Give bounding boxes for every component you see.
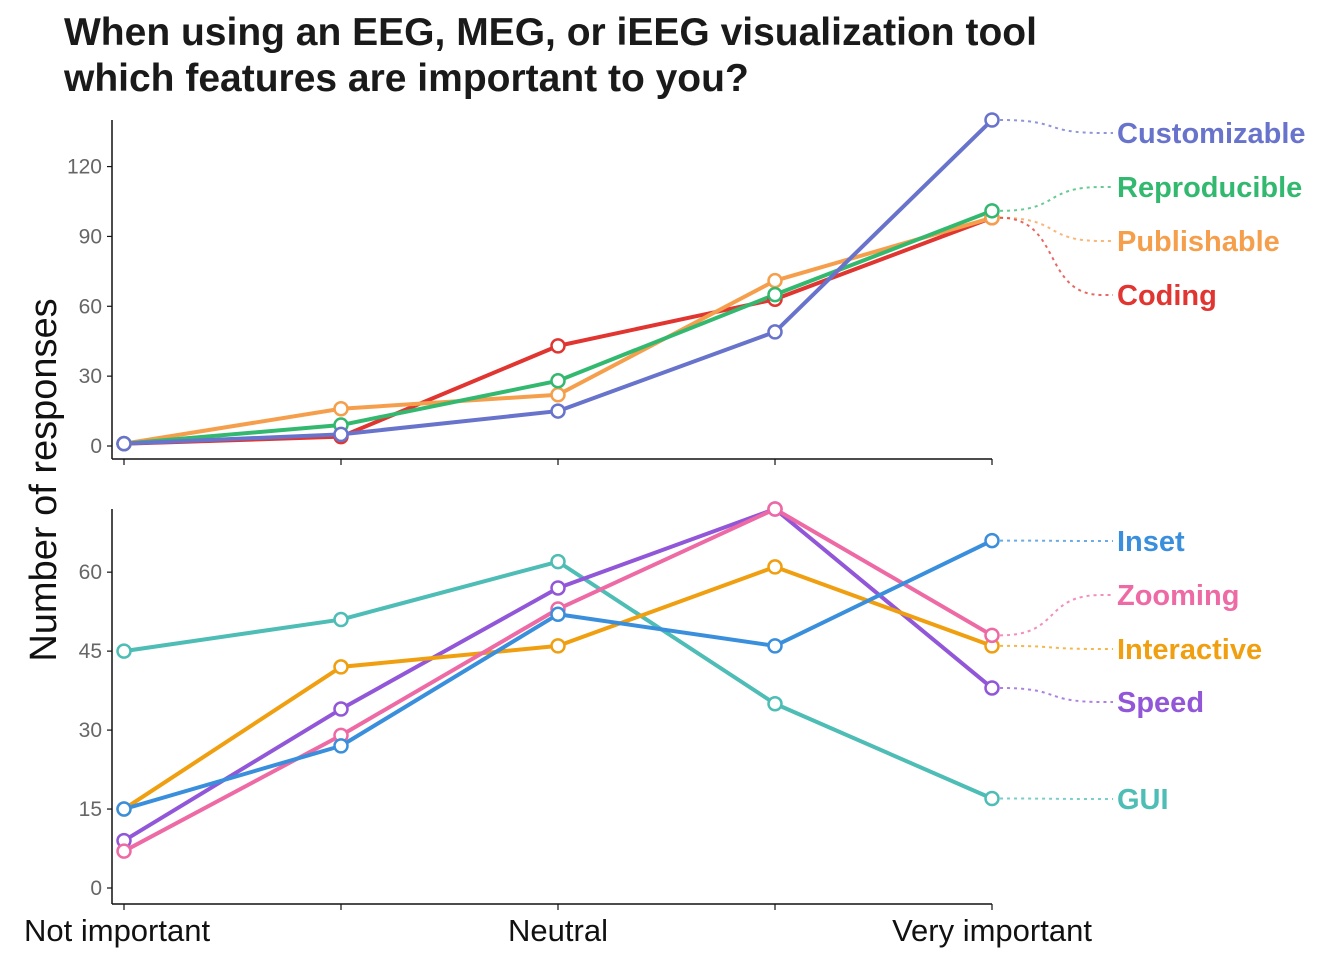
point-inset xyxy=(767,638,783,654)
point-publishable xyxy=(333,400,349,417)
point-customizable xyxy=(767,324,783,340)
series-label-speed: Speed xyxy=(1117,687,1204,719)
point-interactive xyxy=(767,559,783,575)
point-publishable xyxy=(550,387,566,403)
point-zooming xyxy=(767,501,783,517)
leader-line-coding xyxy=(999,216,1113,296)
point-reproducible xyxy=(550,373,566,389)
point-zooming xyxy=(984,627,1000,644)
series-label-interactive: Interactive xyxy=(1117,634,1262,666)
point-customizable xyxy=(984,112,1000,128)
top-y-tick-label: 60 xyxy=(79,295,102,318)
series-label-publishable: Publishable xyxy=(1117,226,1280,258)
point-gui xyxy=(767,696,783,712)
point-inset xyxy=(116,801,132,817)
x-tick-label: Very important xyxy=(892,913,1092,948)
point-customizable xyxy=(333,426,349,443)
bottom-y-tick-label: 15 xyxy=(79,798,102,821)
leader-line-speed xyxy=(999,686,1113,703)
series-label-coding: Coding xyxy=(1117,280,1217,312)
bottom-y-tick-label: 30 xyxy=(79,719,102,742)
leader-line-interactive xyxy=(999,644,1113,650)
y-axis-label: Number of responses xyxy=(23,298,65,661)
point-zooming xyxy=(116,843,132,859)
point-gui xyxy=(333,611,349,628)
top-y-tick-label: 120 xyxy=(67,156,102,179)
bottom-y-tick-label: 60 xyxy=(79,561,102,584)
point-reproducible xyxy=(767,286,783,303)
point-interactive xyxy=(333,659,349,675)
point-customizable xyxy=(116,435,132,452)
point-publishable xyxy=(767,272,783,289)
point-customizable xyxy=(550,403,566,419)
point-speed xyxy=(984,680,1000,696)
top-y-tick-label: 30 xyxy=(79,365,102,388)
point-gui xyxy=(116,643,132,659)
bottom-y-tick-label: 0 xyxy=(90,877,102,900)
series-label-reproducible: Reproducible xyxy=(1117,172,1302,204)
point-coding xyxy=(550,338,566,354)
point-speed xyxy=(333,701,349,717)
point-interactive xyxy=(550,638,566,654)
point-reproducible xyxy=(984,203,1000,219)
series-label-zooming: Zooming xyxy=(1117,580,1239,612)
x-tick-label: Neutral xyxy=(508,913,608,948)
leader-line-reproducible xyxy=(999,186,1113,212)
point-speed xyxy=(550,580,566,596)
leader-line-customizable xyxy=(999,119,1113,134)
point-gui xyxy=(550,553,566,570)
series-label-customizable: Customizable xyxy=(1117,118,1306,150)
point-gui xyxy=(984,790,1000,807)
top-y-tick-label: 90 xyxy=(79,225,102,248)
top-y-tick-label: 0 xyxy=(90,435,102,458)
point-inset xyxy=(984,532,1000,549)
bottom-y-tick-label: 45 xyxy=(79,640,102,663)
point-inset xyxy=(333,738,349,754)
series-label-gui: GUI xyxy=(1117,784,1169,816)
x-tick-label: Not important xyxy=(24,913,210,948)
chart-title: When using an EEG, MEG, or iEEG visualiz… xyxy=(64,11,1037,100)
leader-line-zooming xyxy=(999,594,1113,637)
series-label-inset: Inset xyxy=(1117,526,1185,558)
point-inset xyxy=(550,606,566,623)
leader-line-publishable xyxy=(999,216,1113,242)
